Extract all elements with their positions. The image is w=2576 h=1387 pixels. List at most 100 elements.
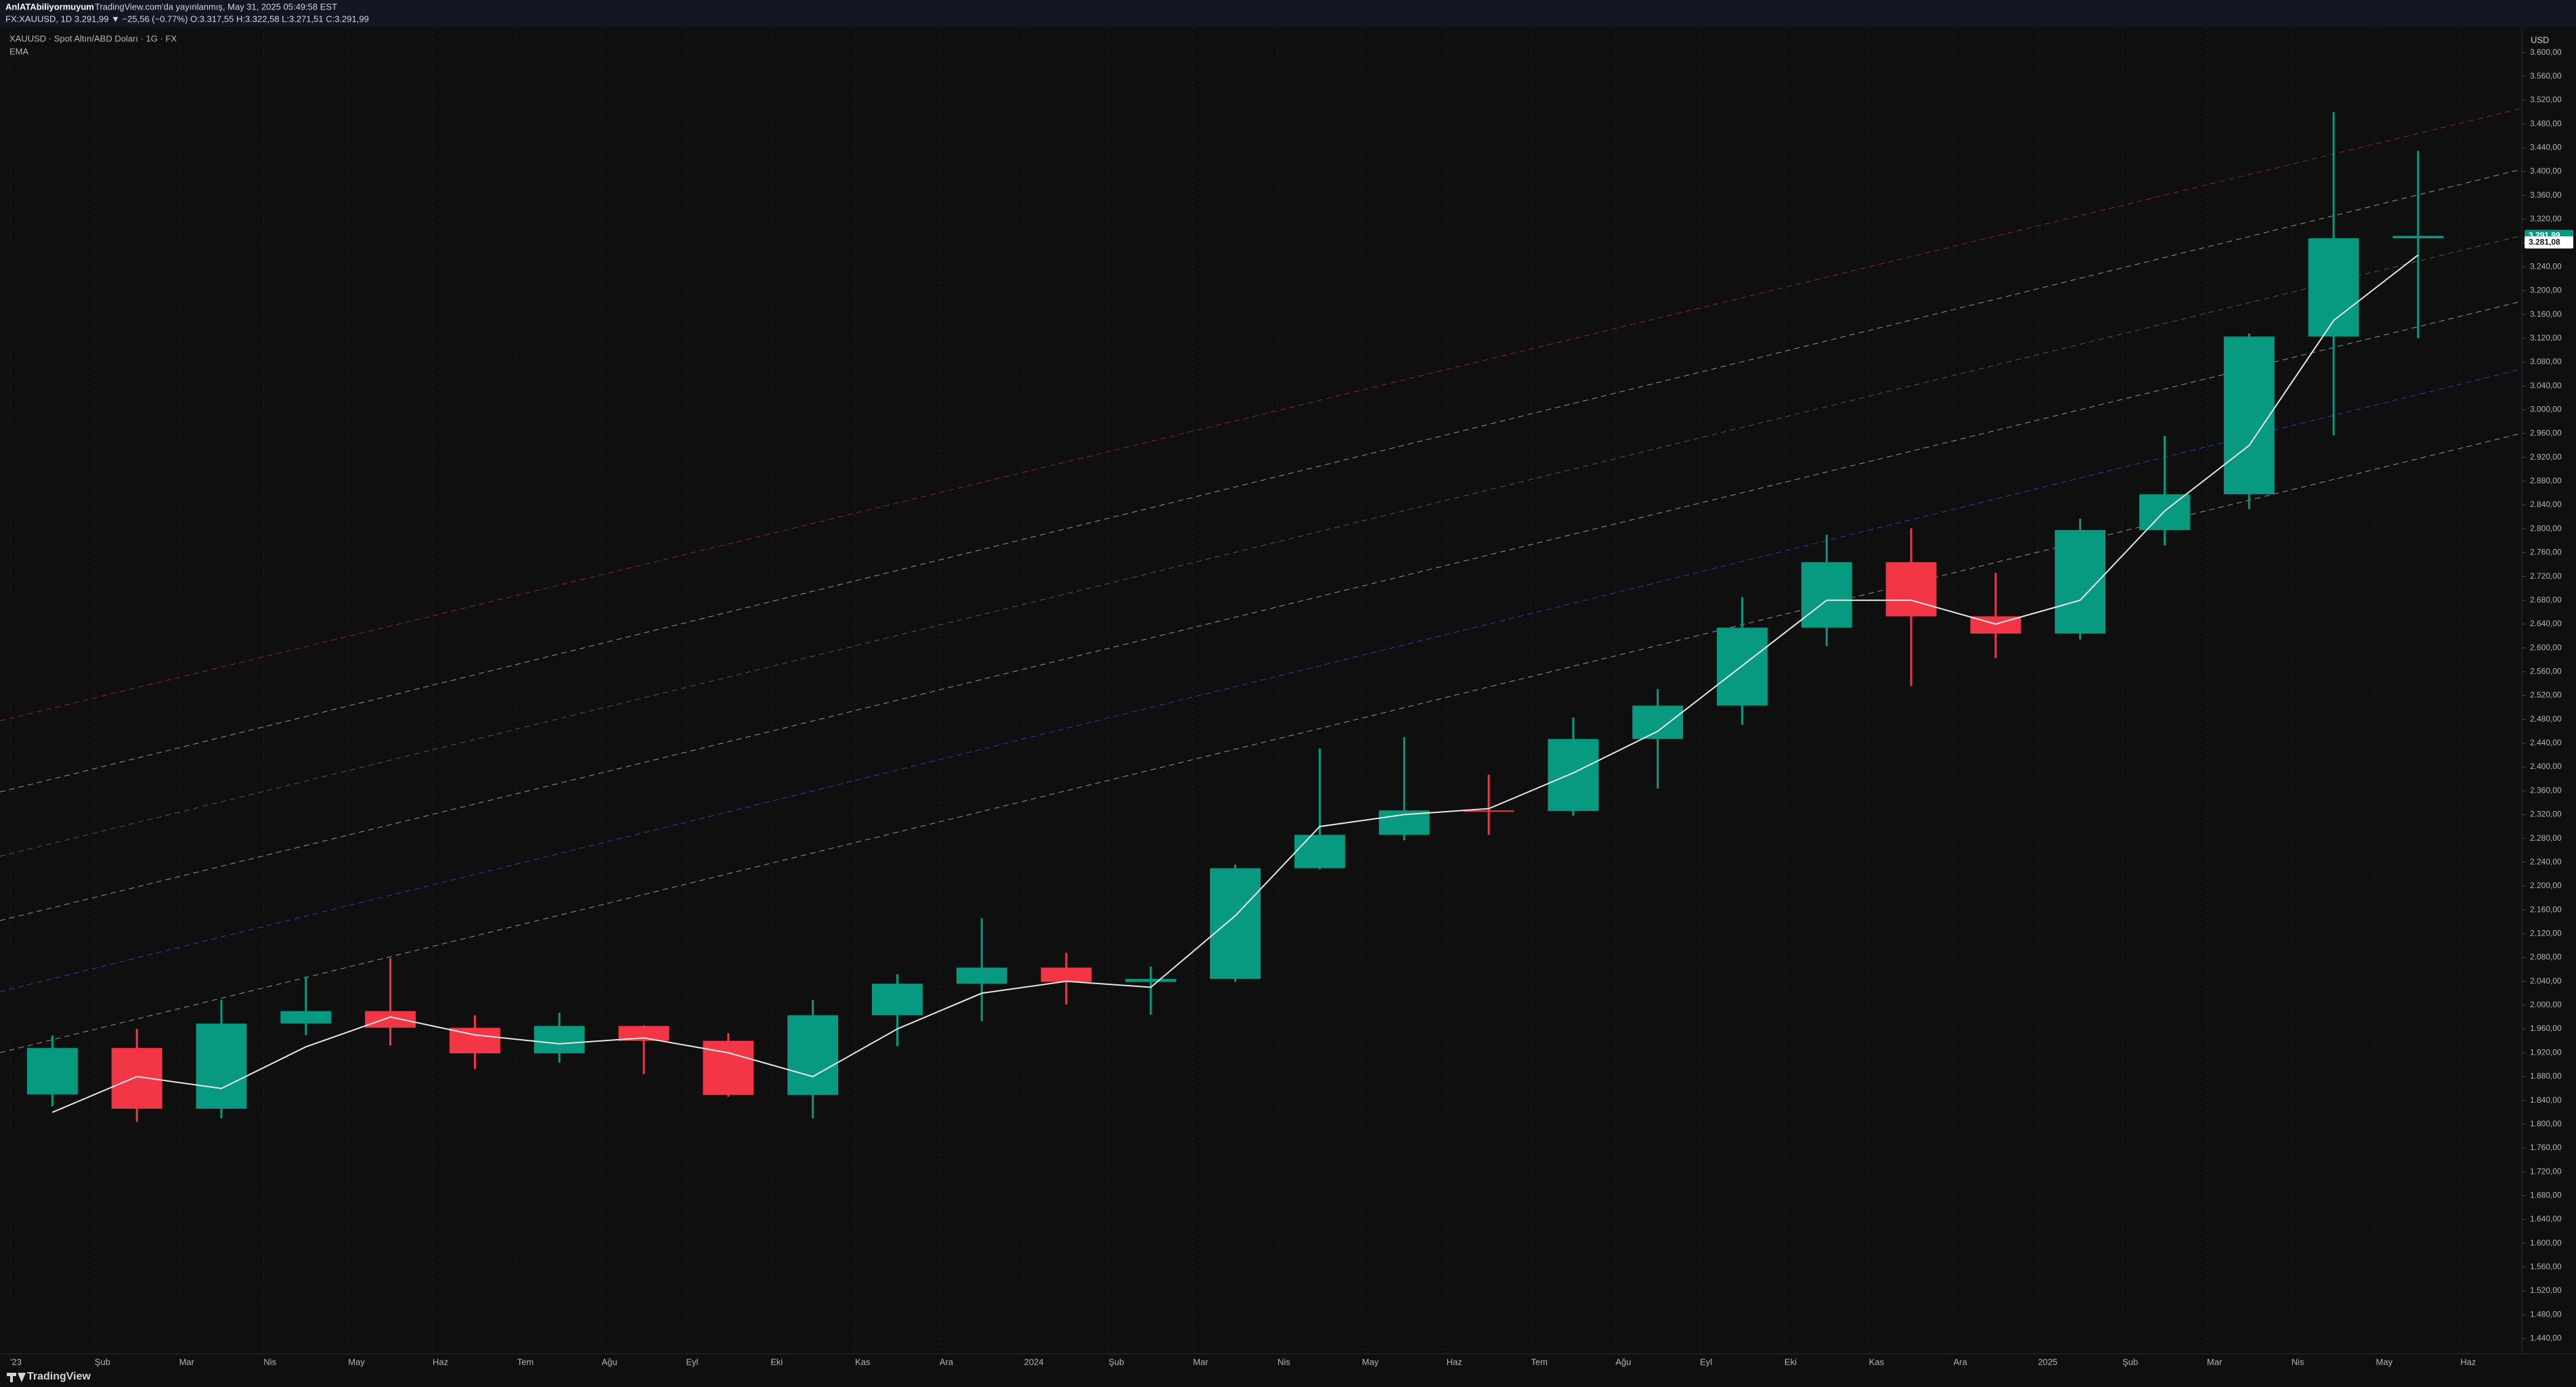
x-tick-label: Kas xyxy=(1869,1357,1885,1367)
x-tick-label: Eyl xyxy=(686,1357,698,1367)
x-tick-label: Şub xyxy=(2122,1357,2138,1367)
y-tick-label: 2.160,00 xyxy=(2530,904,2562,914)
indicator-label: EMA xyxy=(9,46,29,56)
x-tick-label: '23 xyxy=(10,1357,22,1367)
candle-body xyxy=(1294,835,1345,868)
y-tick-label: 2.120,00 xyxy=(2530,928,2562,938)
x-tick-label: May xyxy=(2376,1357,2393,1367)
x-tick-label: Şub xyxy=(95,1357,110,1367)
x-tick-label: Ağu xyxy=(602,1357,617,1367)
ema-line xyxy=(52,254,2419,1114)
y-tick-label: 3.080,00 xyxy=(2530,357,2562,366)
candle-body xyxy=(956,967,1007,984)
x-tick-label: Haz xyxy=(2460,1357,2476,1367)
channel-line xyxy=(0,108,2523,722)
y-tick-label: 1.960,00 xyxy=(2530,1023,2562,1033)
candle-body xyxy=(196,1023,247,1109)
y-tick-label: 1.720,00 xyxy=(2530,1166,2562,1176)
candle-body xyxy=(449,1028,500,1054)
candle-body xyxy=(1210,868,1261,979)
candle-body xyxy=(2393,236,2444,239)
y-tick-label: 2.720,00 xyxy=(2530,571,2562,581)
y-tick-label: 3.480,00 xyxy=(2530,118,2562,128)
candle-body xyxy=(1801,562,1852,628)
channel-line xyxy=(0,235,2523,857)
x-tick-label: Tem xyxy=(1531,1357,1548,1367)
x-tick-label: Mar xyxy=(2207,1357,2223,1367)
y-tick-label: 2.280,00 xyxy=(2530,833,2562,843)
y-tick-label: 2.600,00 xyxy=(2530,642,2562,652)
y-tick-label: 2.440,00 xyxy=(2530,738,2562,747)
candle-body xyxy=(280,1011,332,1024)
candle-body xyxy=(2223,336,2275,495)
x-tick-label: Eyl xyxy=(1700,1357,1712,1367)
y-tick-label: 1.880,00 xyxy=(2530,1072,2562,1081)
x-tick-label: 2024 xyxy=(1024,1357,1044,1367)
candle-body xyxy=(365,1011,416,1028)
channel-line xyxy=(0,301,2523,921)
header-bar xyxy=(0,0,2576,27)
y-tick-label: 2.360,00 xyxy=(2530,785,2562,795)
y-tick-label: 2.840,00 xyxy=(2530,500,2562,509)
candle-body xyxy=(787,1015,839,1095)
candle-body xyxy=(111,1048,162,1109)
candle-body xyxy=(1463,810,1514,812)
brand: TradingView xyxy=(27,1371,91,1382)
price-tag xyxy=(2525,236,2573,249)
y-tick-label: 3.000,00 xyxy=(2530,404,2562,414)
y-tick-label: 1.440,00 xyxy=(2530,1334,2562,1343)
y-tick-label: 3.240,00 xyxy=(2530,261,2562,271)
x-tick-label: 2025 xyxy=(2038,1357,2057,1367)
x-tick-label: Eki xyxy=(770,1357,783,1367)
y-tick-label: 2.880,00 xyxy=(2530,476,2562,485)
candle-body xyxy=(26,1048,78,1095)
y-tick-label: 2.320,00 xyxy=(2530,810,2562,819)
candle-body xyxy=(871,984,923,1015)
chart-title: XAUUSD · Spot Altın/ABD Doları · 1G · FX xyxy=(9,33,177,43)
y-tick-label: 3.200,00 xyxy=(2530,286,2562,295)
y-tick-label: 3.040,00 xyxy=(2530,380,2562,390)
y-tick-label: 1.640,00 xyxy=(2530,1214,2562,1224)
candle-body xyxy=(1885,562,1937,617)
y-tick-label: 2.520,00 xyxy=(2530,690,2562,700)
y-tick-label: 1.840,00 xyxy=(2530,1095,2562,1105)
y-tick-label: 1.520,00 xyxy=(2530,1285,2562,1295)
candle-body xyxy=(618,1026,670,1041)
y-tick-label: 3.320,00 xyxy=(2530,214,2562,223)
y-tick-label: 1.800,00 xyxy=(2530,1119,2562,1128)
x-tick-label: Nis xyxy=(1278,1357,1290,1367)
y-tick-label: 2.040,00 xyxy=(2530,976,2562,986)
x-tick-label: Kas xyxy=(855,1357,871,1367)
y-tick-label: 3.520,00 xyxy=(2530,95,2562,104)
published: TradingView.com'da yayınlanmış, May 31, … xyxy=(95,1,337,12)
x-tick-label: Haz xyxy=(1447,1357,1462,1367)
y-tick-label: 2.920,00 xyxy=(2530,452,2562,462)
y-tick-label: 1.480,00 xyxy=(2530,1309,2562,1319)
x-tick-label: Ara xyxy=(1953,1357,1967,1367)
candle-body xyxy=(2308,238,2359,337)
candle-body xyxy=(1125,979,1177,982)
x-tick-label: Haz xyxy=(433,1357,448,1367)
y-tick-label: 2.000,00 xyxy=(2530,1000,2562,1009)
x-tick-label: Ağu xyxy=(1615,1357,1631,1367)
x-tick-label: Mar xyxy=(1193,1357,1208,1367)
author: AnlATAbiliyormuyum xyxy=(5,1,94,12)
x-tick-label: May xyxy=(1362,1357,1379,1367)
y-tick-label: 2.760,00 xyxy=(2530,548,2562,557)
x-tick-label: Nis xyxy=(2292,1357,2305,1367)
y-tick-label: 2.080,00 xyxy=(2530,952,2562,962)
y-tick-label: 2.400,00 xyxy=(2530,762,2562,771)
y-tick-label: 2.240,00 xyxy=(2530,857,2562,866)
x-tick-label: Ara xyxy=(940,1357,954,1367)
y-tick-label: 2.480,00 xyxy=(2530,714,2562,724)
y-tick-label: 1.760,00 xyxy=(2530,1143,2562,1152)
candle-body xyxy=(1041,967,1092,982)
y-tick-label: 2.640,00 xyxy=(2530,619,2562,628)
y-tick-label: 2.560,00 xyxy=(2530,666,2562,676)
candle-body xyxy=(1548,739,1599,812)
y-tick-label: 2.200,00 xyxy=(2530,881,2562,890)
price-tag-label: 3.281,08 xyxy=(2529,237,2560,246)
